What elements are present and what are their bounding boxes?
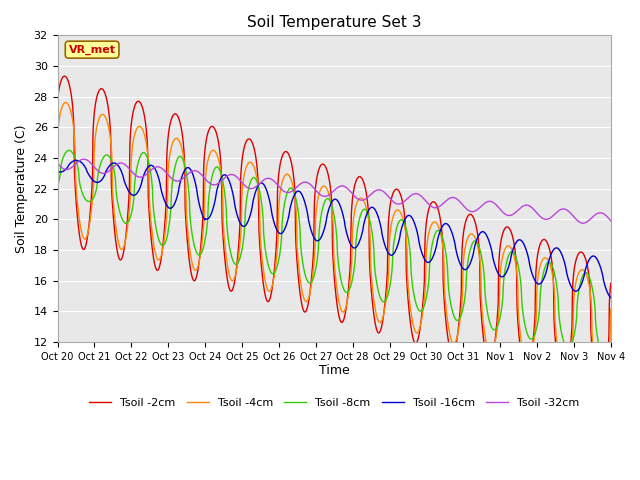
Tsoil -4cm: [420, 296, 428, 301]
Tsoil -2cm: [164, 141, 172, 146]
Tsoil -8cm: [164, 232, 172, 238]
Tsoil -4cm: [597, 382, 605, 388]
Tsoil -16cm: [54, 168, 61, 174]
Tsoil -2cm: [607, 280, 614, 286]
Tsoil -2cm: [177, 124, 185, 130]
Tsoil -16cm: [164, 204, 172, 209]
Tsoil -8cm: [493, 325, 500, 331]
Tsoil -16cm: [607, 295, 614, 300]
Tsoil -8cm: [65, 147, 73, 153]
Title: Soil Temperature Set 3: Soil Temperature Set 3: [247, 15, 422, 30]
Tsoil -16cm: [239, 223, 246, 229]
Tsoil -32cm: [164, 171, 172, 177]
Tsoil -2cm: [596, 393, 604, 398]
Tsoil -32cm: [420, 196, 428, 202]
X-axis label: Time: Time: [319, 364, 349, 377]
Y-axis label: Soil Temperature (C): Soil Temperature (C): [15, 124, 28, 253]
Line: Tsoil -8cm: Tsoil -8cm: [58, 150, 611, 358]
Tsoil -4cm: [607, 306, 614, 312]
Tsoil -4cm: [541, 255, 549, 261]
Tsoil -16cm: [493, 267, 500, 273]
Tsoil -32cm: [493, 203, 500, 208]
Tsoil -4cm: [62, 99, 70, 105]
Tsoil -16cm: [541, 271, 549, 277]
Tsoil -2cm: [239, 151, 246, 157]
Tsoil -2cm: [493, 323, 500, 328]
Tsoil -4cm: [177, 143, 185, 148]
Line: Tsoil -32cm: Tsoil -32cm: [58, 159, 611, 223]
Tsoil -2cm: [61, 73, 68, 79]
Text: VR_met: VR_met: [68, 45, 116, 55]
Tsoil -8cm: [177, 154, 185, 159]
Line: Tsoil -4cm: Tsoil -4cm: [58, 102, 611, 385]
Tsoil -8cm: [54, 182, 61, 188]
Tsoil -16cm: [420, 256, 428, 262]
Tsoil -8cm: [541, 263, 549, 269]
Tsoil -8cm: [239, 241, 246, 247]
Tsoil -8cm: [607, 342, 614, 348]
Tsoil -32cm: [579, 220, 587, 226]
Tsoil -8cm: [601, 355, 609, 361]
Tsoil -2cm: [54, 96, 61, 102]
Tsoil -2cm: [420, 278, 428, 284]
Tsoil -16cm: [177, 177, 185, 182]
Tsoil -32cm: [239, 180, 246, 186]
Line: Tsoil -2cm: Tsoil -2cm: [58, 76, 611, 396]
Tsoil -32cm: [607, 218, 614, 224]
Tsoil -32cm: [541, 216, 549, 222]
Legend: Tsoil -2cm, Tsoil -4cm, Tsoil -8cm, Tsoil -16cm, Tsoil -32cm: Tsoil -2cm, Tsoil -4cm, Tsoil -8cm, Tsoi…: [84, 393, 584, 412]
Tsoil -32cm: [54, 160, 61, 166]
Tsoil -4cm: [493, 330, 500, 336]
Tsoil -4cm: [239, 180, 246, 186]
Tsoil -32cm: [177, 177, 185, 183]
Tsoil -4cm: [164, 200, 172, 205]
Tsoil -4cm: [54, 133, 61, 139]
Tsoil -8cm: [420, 302, 428, 308]
Line: Tsoil -16cm: Tsoil -16cm: [58, 160, 611, 298]
Tsoil -2cm: [541, 237, 549, 243]
Tsoil -16cm: [72, 157, 80, 163]
Tsoil -32cm: [80, 156, 88, 162]
